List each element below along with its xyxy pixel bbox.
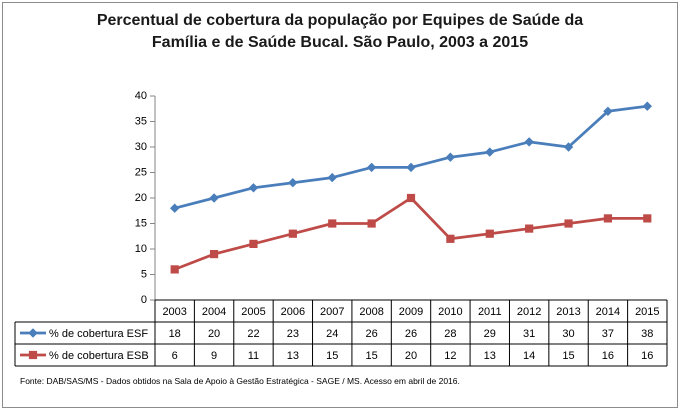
table-value-esb: 15 [365,350,377,362]
table-value-esf: 30 [562,328,574,340]
table-value-esf: 28 [444,328,456,340]
data-point-esb [170,265,179,274]
table-value-esb: 15 [326,350,338,362]
data-point-esf [248,183,259,193]
data-point-esf [209,193,219,203]
data-point-esf [327,172,337,183]
table-value-esb: 13 [484,350,496,362]
x-tick-label: 2008 [359,306,383,318]
table-value-esf: 31 [523,328,535,340]
x-tick-label: 2011 [478,306,502,318]
data-point-esb [485,229,494,238]
table-value-esf: 37 [602,328,614,340]
source-note: Fonte: DAB/SAS/MS - Dados obtidos na Sal… [20,376,460,386]
data-point-esb [288,229,297,238]
data-point-esb [564,219,573,228]
x-tick-label: 2013 [556,306,580,318]
table-value-esf: 29 [484,328,496,340]
table-value-esf: 26 [405,328,417,340]
chart-title-line-2: Família e de Saúde Bucal. São Paulo, 200… [151,34,529,51]
y-tick-label: 10 [135,243,147,255]
table-value-esb: 13 [287,350,299,362]
x-tick-label: 2014 [596,306,620,318]
chart-title: Percentual de cobertura da população por… [0,10,680,54]
table-value-esb: 6 [172,350,178,362]
data-point-esf [603,106,613,117]
table-value-esf: 18 [169,328,181,340]
chart-title-line-1: Percentual de cobertura da população por… [96,12,584,29]
table-value-esf: 24 [326,328,338,340]
legend-marker-esf [28,328,38,338]
data-point-esb [209,250,219,259]
y-tick-label: 25 [135,166,147,178]
data-point-esb [446,234,455,243]
table-value-esf: 23 [287,328,299,340]
table-value-esb: 14 [523,350,535,362]
legend-marker-esb [28,350,38,360]
data-point-esf [445,152,456,162]
x-tick-label: 2009 [399,306,423,318]
data-point-esf [366,162,377,173]
series-line-esb [174,196,648,271]
data-point-esf [169,203,180,213]
data-point-esb [328,219,337,228]
x-tick-label: 2006 [281,306,305,318]
x-tick-label: 2015 [635,306,659,318]
x-tick-label: 2004 [202,306,226,318]
table-value-esb: 16 [602,350,614,362]
data-point-esf [485,147,495,157]
table-value-esb: 16 [641,350,653,362]
legend-label-esb: % de cobertura ESB [49,350,149,362]
data-point-esb [367,219,376,228]
table-value-esf: 22 [247,328,259,340]
table-value-esf: 38 [641,328,653,340]
data-point-esb [643,214,652,223]
x-tick-label: 2010 [438,306,462,318]
data-point-esf [563,142,574,152]
series-line-esf [174,104,648,210]
x-tick-label: 2007 [320,306,344,318]
table-value-esb: 20 [405,350,417,362]
table-value-esf: 20 [208,328,220,340]
y-tick-label: 0 [141,294,147,306]
data-point-esf [642,101,653,111]
data-point-esf [524,137,534,147]
y-tick-label: 30 [135,141,147,153]
y-tick-label: 15 [135,217,147,229]
x-tick-label: 2012 [517,306,541,318]
table-value-esb: 12 [444,350,456,362]
data-point-esb [406,193,416,203]
data-point-esb [603,214,613,223]
table-value-esf: 26 [365,328,377,340]
x-tick-label: 2005 [241,306,265,318]
table-value-esb: 15 [562,350,574,362]
y-tick-label: 40 [135,90,147,102]
data-point-esb [525,224,534,233]
data-point-esf [288,177,298,188]
y-tick-label: 35 [135,115,147,127]
x-tick-label: 2003 [162,306,186,318]
y-tick-label: 5 [141,268,147,280]
data-point-esb [249,239,258,249]
legend-label-esf: % de cobertura ESF [49,328,148,340]
y-tick-label: 20 [135,192,147,204]
table-value-esb: 11 [248,350,259,362]
data-point-esf [406,162,416,173]
table-value-esb: 9 [211,350,217,362]
